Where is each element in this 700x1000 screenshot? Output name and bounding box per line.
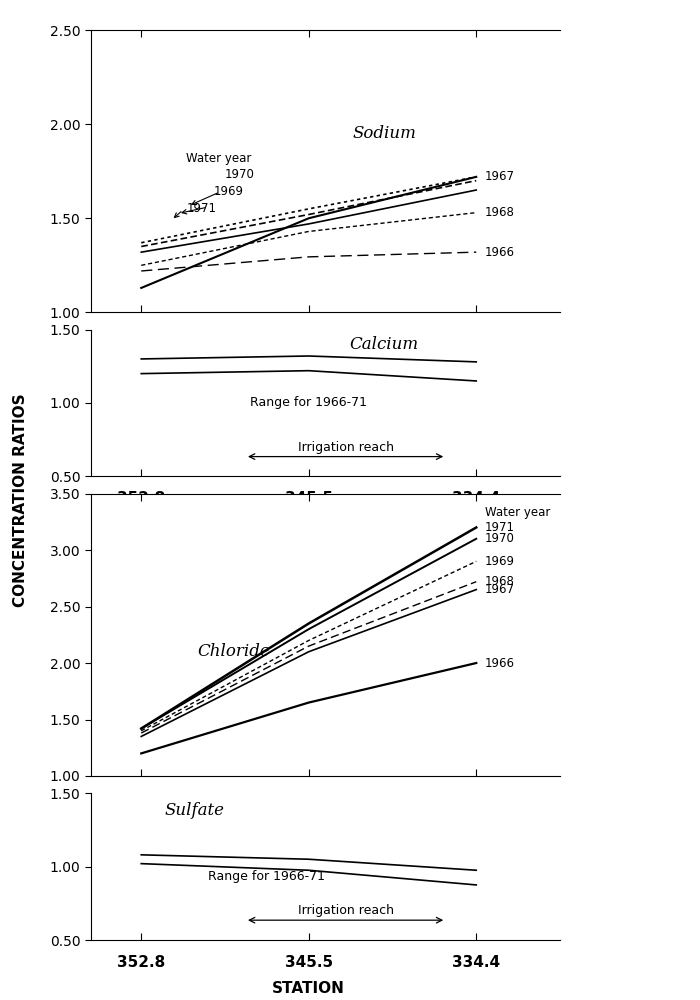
Text: Sulfate: Sulfate xyxy=(165,802,225,819)
Text: 1966: 1966 xyxy=(484,246,514,259)
Text: CONCENTRATION RATIOS: CONCENTRATION RATIOS xyxy=(13,393,29,607)
Text: 1966: 1966 xyxy=(484,657,514,670)
Text: 1968: 1968 xyxy=(484,206,514,219)
Text: Sodium: Sodium xyxy=(352,125,416,142)
Text: 1970: 1970 xyxy=(484,532,514,545)
Text: 334.4: 334.4 xyxy=(452,955,500,970)
Text: 1967: 1967 xyxy=(484,583,514,596)
Text: 345.5: 345.5 xyxy=(285,491,332,506)
Text: 352.8: 352.8 xyxy=(117,955,165,970)
Text: 1971: 1971 xyxy=(186,202,216,215)
Text: 1969: 1969 xyxy=(484,555,514,568)
Text: 1969: 1969 xyxy=(214,185,244,198)
Text: 1971: 1971 xyxy=(484,521,514,534)
Text: Irrigation reach: Irrigation reach xyxy=(298,441,393,454)
Text: 1968: 1968 xyxy=(484,575,514,588)
Text: Chloride: Chloride xyxy=(197,643,270,660)
Text: STATION: STATION xyxy=(272,518,345,533)
Text: STATION: STATION xyxy=(272,981,345,996)
Text: 1967: 1967 xyxy=(484,170,514,183)
Text: Water year: Water year xyxy=(484,506,550,519)
Text: 334.4: 334.4 xyxy=(452,491,500,506)
Text: 352.8: 352.8 xyxy=(117,491,165,506)
Text: 1970: 1970 xyxy=(225,168,255,181)
Text: Irrigation reach: Irrigation reach xyxy=(298,904,393,917)
Text: Range for 1966-71: Range for 1966-71 xyxy=(209,870,326,883)
Text: 345.5: 345.5 xyxy=(285,955,332,970)
Text: Calcium: Calcium xyxy=(349,336,419,353)
Text: Range for 1966-71: Range for 1966-71 xyxy=(251,396,368,409)
Text: Water year: Water year xyxy=(186,152,252,165)
